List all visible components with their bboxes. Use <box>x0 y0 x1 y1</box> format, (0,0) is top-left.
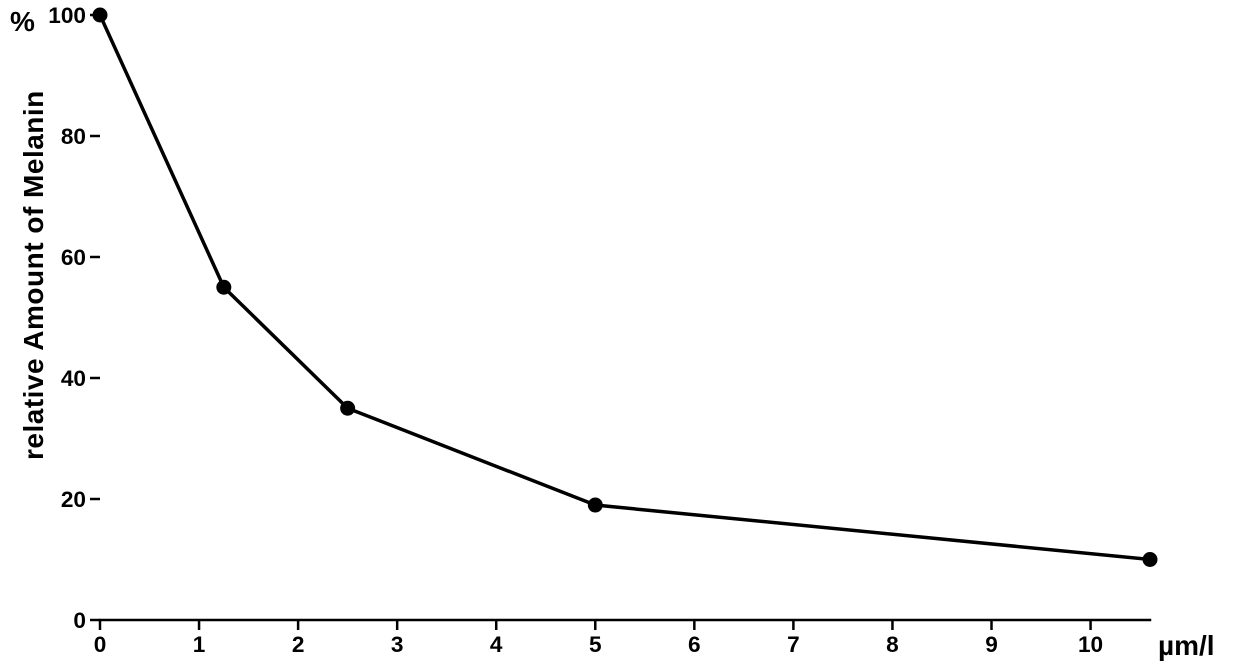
x-tick-label: 4 <box>481 632 511 658</box>
y-tick-label: 0 <box>36 608 86 634</box>
x-tick-label: 9 <box>977 632 1007 658</box>
chart-svg <box>0 0 1240 670</box>
y-tick-label: 20 <box>36 487 86 513</box>
x-tick-label: 1 <box>184 632 214 658</box>
data-point <box>217 280 231 294</box>
data-point <box>341 401 355 415</box>
y-tick-label: 60 <box>36 245 86 271</box>
x-tick-label: 5 <box>580 632 610 658</box>
x-tick-label: 7 <box>778 632 808 658</box>
y-tick-label: 80 <box>36 124 86 150</box>
x-tick-label: 3 <box>382 632 412 658</box>
x-tick-label: 10 <box>1076 632 1106 658</box>
x-tick-label: 2 <box>283 632 313 658</box>
series-line <box>100 15 1150 560</box>
data-point <box>1143 553 1157 567</box>
x-tick-label: 6 <box>679 632 709 658</box>
data-point <box>93 8 107 22</box>
x-tick-label: 0 <box>85 632 115 658</box>
y-tick-label: 40 <box>36 366 86 392</box>
data-point <box>588 498 602 512</box>
y-tick-label: 100 <box>36 3 86 29</box>
melanin-chart: % relative Amount of Melanin µm/l 012345… <box>0 0 1240 670</box>
x-tick-label: 8 <box>877 632 907 658</box>
